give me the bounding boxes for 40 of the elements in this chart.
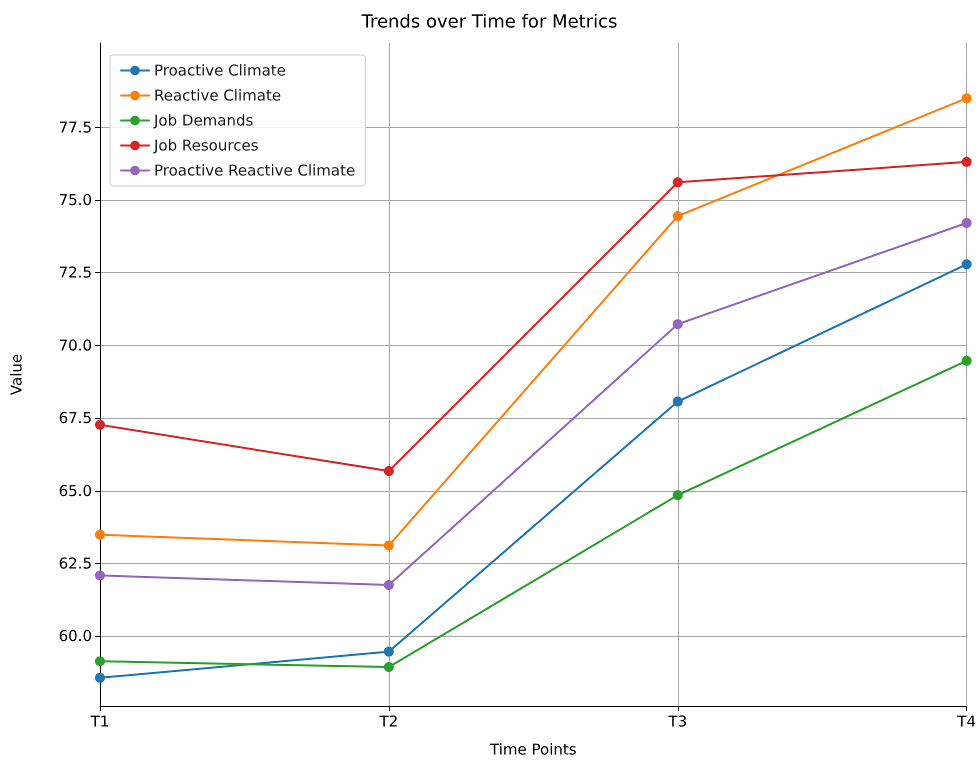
y-tick-label: 75.0 [58,191,92,210]
legend-label: Job Resources [153,136,259,154]
point [962,93,972,104]
x-tick-label: T3 [667,712,688,730]
x-tick-label: T4 [956,712,976,730]
y-tick-label: 70.0 [58,336,92,354]
point [672,211,683,222]
y-tick-label: 60.0 [58,627,92,646]
x-axis-title: Time Points [489,740,577,758]
point [672,319,683,330]
legend-label: Proactive Reactive Climate [154,162,356,180]
x-tick-label: T2 [378,712,398,730]
point [384,646,394,657]
point [962,218,972,228]
y-tick-label: 67.5 [58,409,92,428]
point [384,662,394,672]
legend-label: Proactive Climate [154,62,286,80]
point [672,396,683,407]
point [95,420,105,430]
legend-label: Reactive Climate [154,86,282,104]
chart-title: Trends over Time for Metrics [360,12,618,32]
point [95,656,105,666]
y-tick-label: 77.5 [58,118,92,136]
point [95,530,105,540]
y-tick-label: 62.5 [58,554,92,573]
legend-label: Job Demands [153,112,254,130]
x-tick-label: T1 [90,712,110,730]
point [384,580,394,590]
point [962,156,972,167]
point [672,490,683,500]
point [384,466,394,476]
point [95,570,105,580]
point [672,177,683,188]
point [962,356,972,366]
point [95,672,105,683]
y-tick-label: 72.5 [58,264,92,282]
y-axis-title: Value [8,354,26,396]
point [962,259,972,270]
point [384,540,394,550]
y-tick-label: 65.0 [58,482,92,500]
